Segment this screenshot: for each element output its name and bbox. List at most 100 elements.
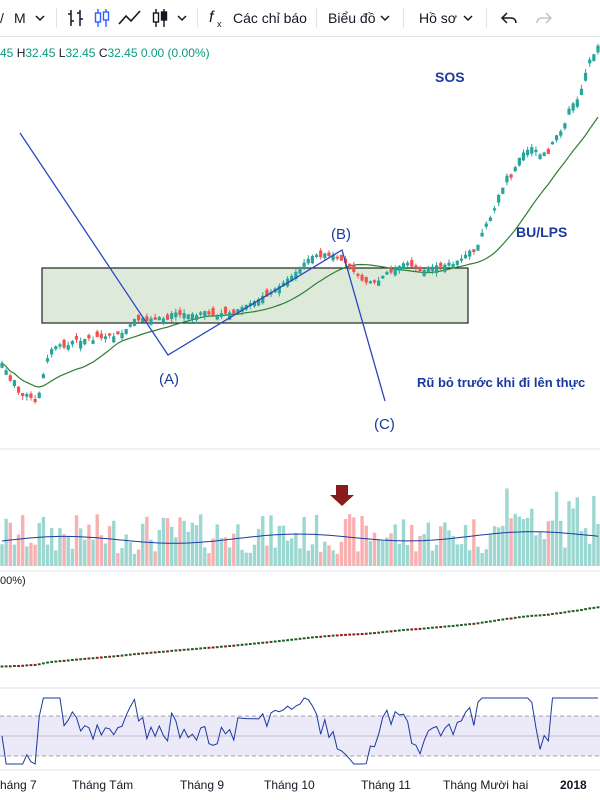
candle-body xyxy=(219,313,223,317)
volume-bar xyxy=(20,515,25,566)
volume-bar xyxy=(414,551,418,566)
volume-bar xyxy=(546,521,551,566)
indicator-candle xyxy=(402,629,405,632)
indicator-candle xyxy=(33,663,37,666)
candle-body xyxy=(588,59,592,64)
volume-bar xyxy=(120,548,124,566)
candle-body xyxy=(70,340,74,345)
volume-bar xyxy=(430,550,435,566)
volume-bar xyxy=(310,544,315,566)
volume-bar xyxy=(273,547,277,566)
candle-body xyxy=(8,375,12,381)
volume-bar xyxy=(542,539,546,566)
indicator-candle xyxy=(211,646,215,649)
candle-body xyxy=(513,167,517,172)
volume-bar xyxy=(484,549,488,566)
toolbar-divider xyxy=(197,8,198,28)
candle-body xyxy=(488,217,492,222)
candle-body xyxy=(281,282,286,287)
indicator-candle xyxy=(228,645,232,648)
candle-body xyxy=(306,258,310,264)
candle-body xyxy=(418,266,422,272)
candle-body xyxy=(505,175,509,183)
candle-body xyxy=(132,319,137,326)
volume-bar xyxy=(397,543,402,566)
indicator-candle xyxy=(460,624,463,627)
candle-body xyxy=(443,264,447,272)
volume-bar xyxy=(596,524,600,566)
candle-body xyxy=(468,250,472,257)
indicators-button[interactable]: Các chỉ báo xyxy=(233,10,307,26)
volume-bar xyxy=(136,549,141,566)
low-key: L xyxy=(58,46,66,60)
line-chart-icon[interactable] xyxy=(118,0,142,36)
candle-body xyxy=(389,268,393,273)
volume-bar xyxy=(223,537,228,566)
candle-body xyxy=(112,336,116,343)
indicator-candle xyxy=(79,658,83,661)
oscillator-line xyxy=(1,697,598,765)
indicator-candle xyxy=(112,655,116,658)
candle-body xyxy=(124,329,128,334)
indicator-candle xyxy=(522,615,525,618)
indicator-candle xyxy=(418,627,422,630)
candle-body xyxy=(261,295,265,304)
candle-body xyxy=(546,148,550,154)
bar-chart-icon[interactable] xyxy=(66,0,86,36)
volume-bar xyxy=(588,543,592,566)
shakeout-label: Rũ bỏ trước khi đi lên thực xyxy=(417,375,585,390)
candle-body xyxy=(178,310,182,316)
indicator-candle xyxy=(190,648,194,651)
undo-icon[interactable] xyxy=(500,0,518,36)
volume-bar xyxy=(360,516,364,566)
indicator-candle xyxy=(534,614,538,617)
candle-body xyxy=(497,194,501,203)
volume-bar xyxy=(265,545,269,566)
volume-bar xyxy=(501,525,505,566)
profile-menu-button[interactable]: Hồ sơ xyxy=(419,10,457,26)
volume-bar xyxy=(393,524,397,566)
indicator-candle xyxy=(219,645,223,648)
candle-body xyxy=(563,123,567,129)
indicator-candle xyxy=(571,610,575,613)
chart-canvas[interactable]: SOS BU/LPS (A) (B) (C) Rũ bỏ trước khi đ… xyxy=(0,36,600,800)
volume-bar xyxy=(496,527,501,566)
candle-body xyxy=(348,263,352,267)
volume-bar xyxy=(459,544,464,566)
candle-body xyxy=(314,254,319,257)
indicator-candle xyxy=(248,643,252,646)
volume-bar xyxy=(509,518,513,566)
volume-bar xyxy=(583,528,588,566)
volume-bar xyxy=(169,526,174,566)
volume-bar xyxy=(153,551,157,566)
candle-body xyxy=(203,311,207,318)
volume-bar xyxy=(389,533,393,566)
indicator-candle xyxy=(348,633,352,636)
candle-body xyxy=(397,265,401,271)
indicator-candle xyxy=(368,632,372,635)
redo-icon[interactable] xyxy=(535,0,553,36)
indicator-candle xyxy=(331,634,335,637)
candle-body xyxy=(501,187,505,194)
indicator-candle xyxy=(87,657,91,660)
indicator-candle xyxy=(315,636,318,639)
volume-bar xyxy=(256,528,261,566)
candle-body xyxy=(567,108,571,115)
candle-body xyxy=(410,259,414,267)
profile-menu-chevron-down-icon[interactable] xyxy=(463,0,473,36)
interval-button[interactable]: M xyxy=(14,10,26,26)
hollow-candle-icon[interactable] xyxy=(151,0,169,36)
volume-bar xyxy=(74,515,79,566)
time-label: 2018 xyxy=(560,778,587,792)
indicator-candle xyxy=(174,649,178,652)
chart-menu-chevron-down-icon[interactable] xyxy=(380,0,390,36)
interval-cut-label: / xyxy=(0,10,4,26)
interval-chevron-down-icon[interactable] xyxy=(35,0,45,36)
point-a-label: (A) xyxy=(159,371,179,388)
candlestick-icon[interactable] xyxy=(93,0,111,36)
candle-body xyxy=(339,254,343,261)
chart-menu-button[interactable]: Biểu đồ xyxy=(328,10,376,26)
chart-type-chevron-down-icon[interactable] xyxy=(177,0,187,36)
indicator-candle xyxy=(269,640,273,643)
